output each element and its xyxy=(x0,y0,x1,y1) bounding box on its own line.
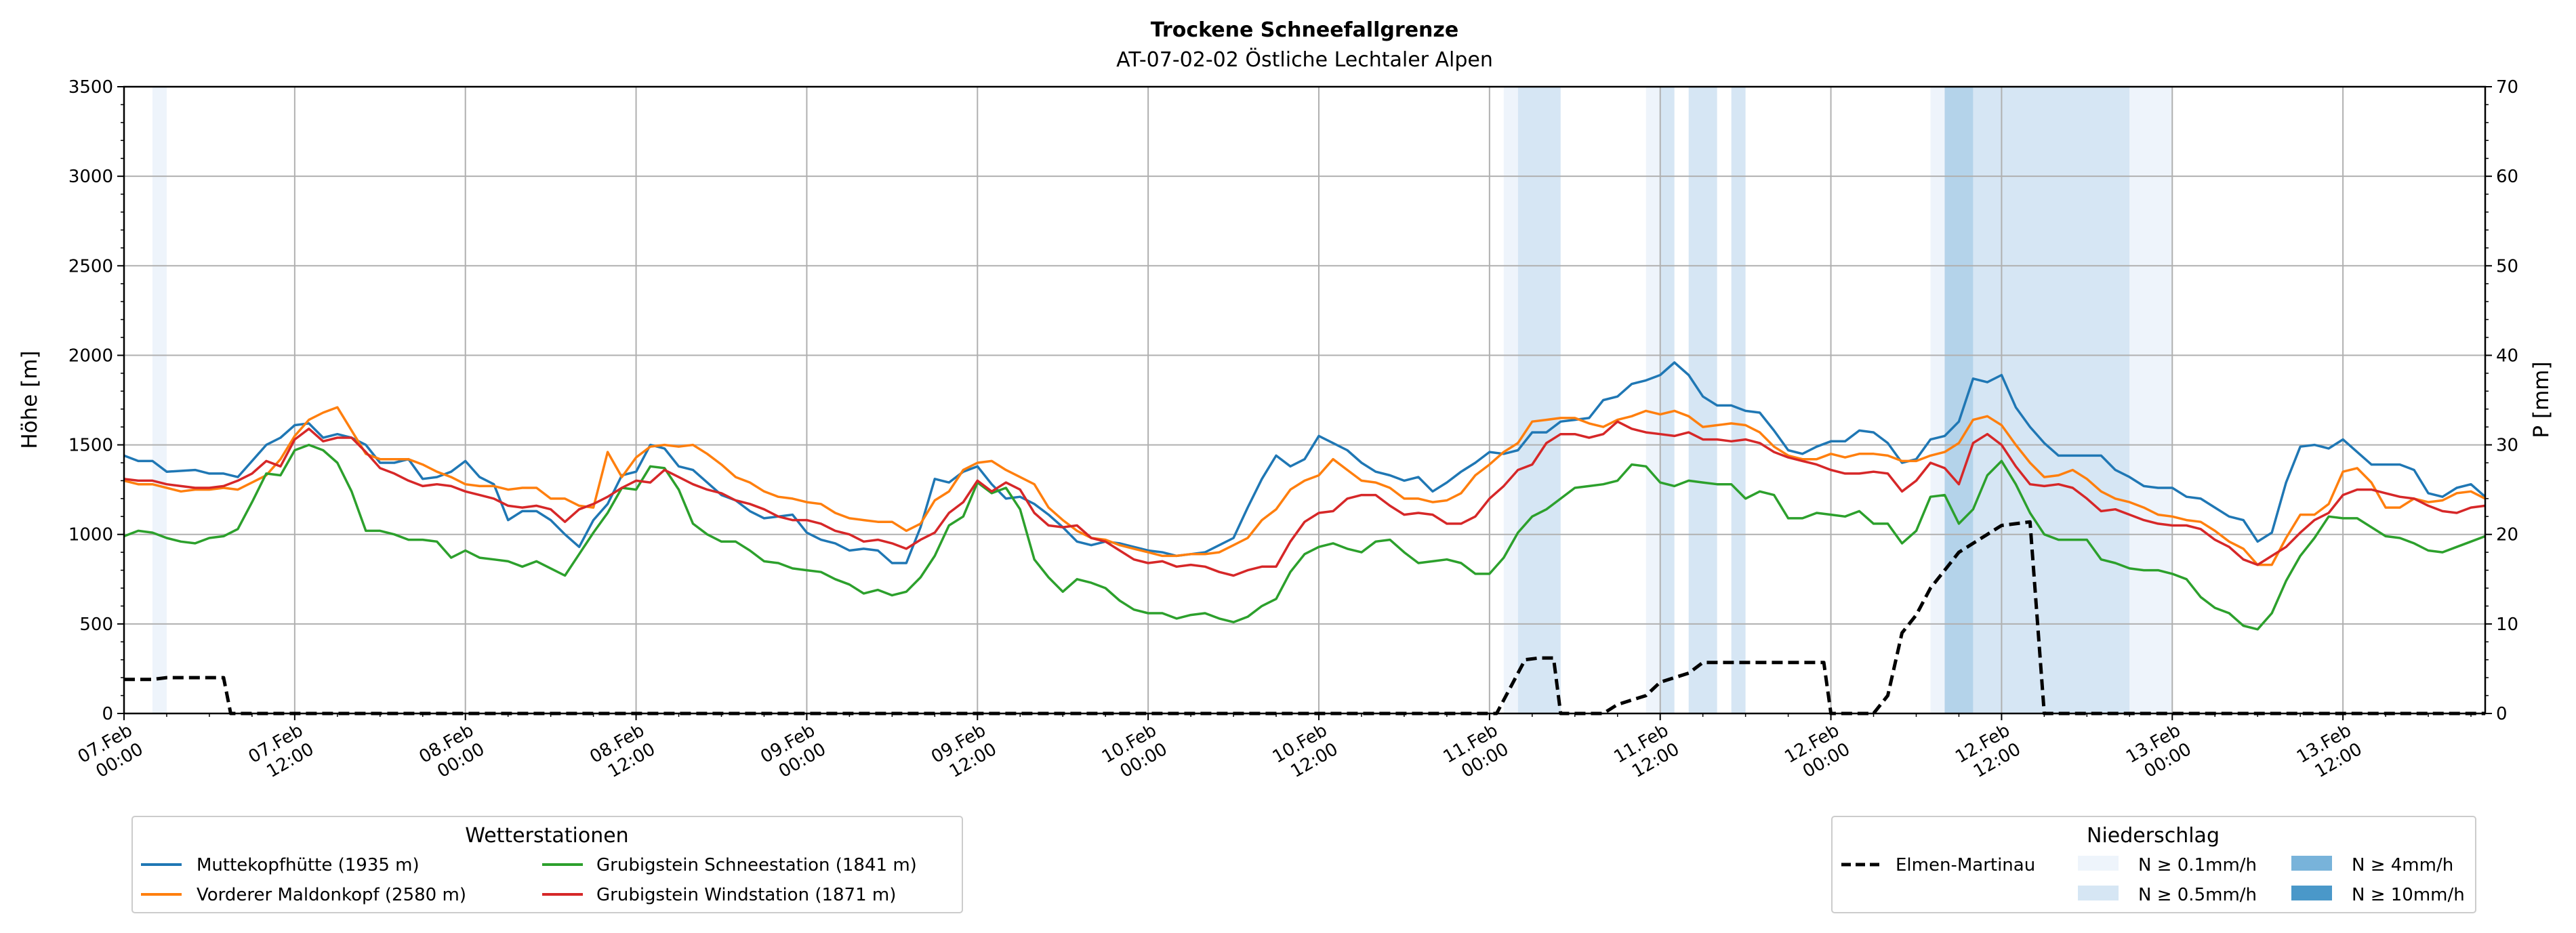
precip-bands xyxy=(152,87,2173,713)
y-axis-label: Höhe [m] xyxy=(18,350,42,449)
legend-label-precip-2: N ≥ 4mm/h xyxy=(2352,855,2453,875)
legend-label-elmen-martinau: Elmen-Martinau xyxy=(1896,855,2035,875)
y-tick-label-0: 0 xyxy=(102,704,113,724)
series-line-grubigstein-schneestation-1841-m xyxy=(123,443,2486,631)
y-tick-label-2000: 2000 xyxy=(68,346,113,366)
legend-label-maldonkopf: Vorderer Maldonkopf (2580 m) xyxy=(197,885,466,905)
y2-tick-label-40: 40 xyxy=(2496,346,2518,366)
legend-swatch-precip-0 xyxy=(2078,856,2119,871)
y2-tick-label-50: 50 xyxy=(2496,256,2518,276)
series-line-muttekopfh-tte-1935-m xyxy=(123,361,2487,564)
legend-precip: Niederschlag Elmen-Martinau N ≥ 0.1mm/h … xyxy=(1831,816,2476,913)
precip-band-5 xyxy=(1688,87,1717,713)
legend-swatch-precip-3 xyxy=(2291,886,2332,900)
precip-band-2 xyxy=(1517,87,1561,713)
y2-tick-label-10: 10 xyxy=(2496,615,2518,635)
series-line-vorderer-maldonkopf-2580-m xyxy=(123,406,2486,566)
precip-band-6 xyxy=(1731,87,1746,713)
y2-tick-label-70: 70 xyxy=(2496,77,2518,98)
legend-swatch-precip-2 xyxy=(2291,856,2332,871)
precip-band-1 xyxy=(1503,87,1518,713)
y2-tick-label-60: 60 xyxy=(2496,167,2518,187)
series-layer xyxy=(123,361,2487,716)
legend-label-windstation: Grubigstein Windstation (1871 m) xyxy=(596,885,896,905)
legend-stations-title: Wetterstationen xyxy=(465,824,628,848)
y-tick-label-1500: 1500 xyxy=(68,436,113,456)
series-line-grubigstein-windstation-1871-m xyxy=(123,420,2486,577)
precip-band-9 xyxy=(1973,87,2130,713)
precip-band-0 xyxy=(152,87,167,713)
legend-label-precip-1: N ≥ 0.5mm/h xyxy=(2138,885,2257,905)
y2-tick-label-20: 20 xyxy=(2496,525,2518,545)
y2-axis-label: P [mm] xyxy=(2529,361,2554,438)
precip-band-8 xyxy=(1944,87,1974,713)
legend-label-schneestation: Grubigstein Schneestation (1841 m) xyxy=(596,855,917,875)
y-tick-label-500: 500 xyxy=(79,615,113,635)
plot-frame xyxy=(123,85,2487,715)
legend-label-muttekopf: Muttekopfhütte (1935 m) xyxy=(197,855,420,875)
legend-stations: Wetterstationen Muttekopfhütte (1935 m) … xyxy=(131,816,963,913)
legend-swatch-precip-1 xyxy=(2078,886,2119,900)
chart-title: Trockene Schneefallgrenze xyxy=(1151,18,1458,42)
legend-precip-title: Niederschlag xyxy=(2087,824,2220,848)
y-tick-label-2500: 2500 xyxy=(68,256,113,276)
precip-band-4 xyxy=(1660,87,1675,713)
y-tick-label-1000: 1000 xyxy=(68,525,113,545)
legend-label-precip-3: N ≥ 10mm/h xyxy=(2352,885,2465,905)
y-tick-label-3500: 3500 xyxy=(68,77,113,98)
grid xyxy=(123,86,2485,714)
series-line-elmen-martinau xyxy=(124,520,2485,716)
y-tick-label-3000: 3000 xyxy=(68,167,113,187)
y2-tick-label-30: 30 xyxy=(2496,436,2518,456)
precip-band-3 xyxy=(1645,87,1660,713)
precip-band-7 xyxy=(1930,87,1945,713)
precip-band-10 xyxy=(2129,87,2173,713)
y2-tick-label-0: 0 xyxy=(2496,704,2508,724)
chart-subtitle: AT-07-02-02 Östliche Lechtaler Alpen xyxy=(1116,47,1493,72)
legend-label-precip-0: N ≥ 0.1mm/h xyxy=(2138,855,2257,875)
